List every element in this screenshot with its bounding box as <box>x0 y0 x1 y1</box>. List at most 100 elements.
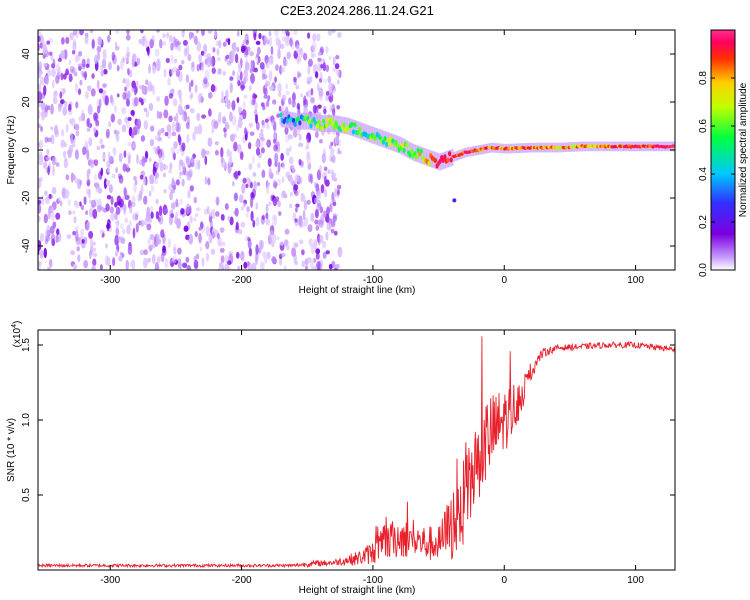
noise-speckle <box>187 190 191 199</box>
noise-speckle <box>111 173 116 179</box>
noise-speckle <box>237 80 241 87</box>
noise-speckle <box>227 260 232 266</box>
noise-speckle <box>179 97 183 106</box>
noise-speckle <box>146 46 150 56</box>
track-cell <box>400 142 404 148</box>
noise-speckle <box>127 90 131 100</box>
noise-speckle <box>328 153 334 163</box>
noise-speckle <box>273 180 278 189</box>
noise-speckle <box>43 85 47 96</box>
noise-speckle <box>195 30 199 34</box>
noise-speckle <box>293 76 297 83</box>
noise-speckle <box>114 45 120 51</box>
noise-speckle <box>253 32 257 41</box>
track-halo <box>359 122 363 140</box>
noise-speckle <box>38 199 42 205</box>
noise-speckle <box>108 184 113 194</box>
noise-speckle <box>133 142 137 149</box>
track-halo <box>340 116 344 134</box>
noise-speckle <box>161 151 165 161</box>
noise-speckle <box>94 54 98 65</box>
noise-speckle <box>62 73 67 80</box>
snr-ticks: -300 -200 -100 0 100 0.5 1.0 1.5 <box>21 330 675 586</box>
noise-speckle <box>261 169 266 178</box>
noise-speckle <box>193 217 197 222</box>
noise-speckle <box>75 201 80 209</box>
noise-speckle <box>75 124 80 131</box>
noise-speckle <box>126 119 130 129</box>
noise-speckle <box>124 194 130 200</box>
noise-speckle <box>182 262 188 268</box>
noise-speckle <box>295 206 298 213</box>
noise-speckle <box>109 94 114 104</box>
noise-speckle <box>149 38 154 49</box>
noise-speckle <box>69 250 75 256</box>
noise-speckle <box>151 253 156 264</box>
noise-speckle <box>242 177 247 184</box>
noise-speckle <box>162 245 167 253</box>
noise-speckle <box>148 174 154 180</box>
noise-speckle <box>50 126 54 131</box>
noise-speckle <box>277 48 281 60</box>
noise-speckle <box>243 68 249 79</box>
noise-speckle <box>331 30 336 34</box>
noise-speckle <box>114 240 119 246</box>
noise-speckle <box>321 58 326 63</box>
noise-speckle <box>244 46 248 56</box>
noise-speckle <box>185 170 190 177</box>
noise-speckle <box>196 112 201 122</box>
noise-speckle <box>133 182 137 193</box>
noise-speckle <box>168 115 173 123</box>
noise-speckle <box>269 229 274 240</box>
noise-speckle <box>80 228 85 237</box>
noise-speckle <box>231 100 236 111</box>
track-halo <box>339 116 342 134</box>
noise-speckle <box>115 30 119 35</box>
noise-speckle <box>325 95 329 102</box>
noise-speckle <box>250 210 254 222</box>
noise-speckle <box>175 179 180 186</box>
noise-speckle <box>291 247 297 257</box>
noise-speckle <box>132 126 138 136</box>
noise-speckle <box>217 68 222 75</box>
noise-speckle <box>149 234 155 241</box>
noise-speckle <box>142 177 147 186</box>
noise-speckle <box>223 131 227 138</box>
noise-speckle <box>326 206 330 216</box>
noise-speckle <box>107 34 111 43</box>
figure-title: C2E3.2024.286.11.24.G21 <box>280 3 434 18</box>
noise-speckle <box>331 103 336 114</box>
noise-speckle <box>157 130 161 137</box>
track-halo <box>345 117 349 135</box>
noise-speckle <box>212 47 216 53</box>
noise-speckle <box>329 104 333 113</box>
noise-speckle <box>186 134 190 144</box>
noise-speckle <box>68 59 72 65</box>
track-cell <box>441 157 445 164</box>
noise-speckle <box>107 151 111 161</box>
noise-speckle <box>189 108 195 114</box>
noise-speckle <box>136 153 139 165</box>
noise-speckle <box>68 73 73 83</box>
noise-speckle <box>323 166 328 171</box>
noise-speckle <box>269 225 275 236</box>
noise-speckle <box>166 128 172 140</box>
noise-speckle <box>320 64 324 69</box>
noise-speckle <box>51 79 55 89</box>
track-halo <box>301 112 304 130</box>
noise-speckle <box>70 117 76 126</box>
track-cell <box>446 157 450 163</box>
noise-speckle <box>329 204 333 213</box>
noise-speckle <box>255 244 259 256</box>
track-cell <box>312 116 316 123</box>
track-cell <box>449 157 453 163</box>
noise-speckle <box>302 52 308 61</box>
noise-speckle <box>138 38 143 45</box>
noise-speckle <box>328 81 333 92</box>
snr-x-tick-label: 0 <box>501 575 507 586</box>
noise-speckle <box>154 48 160 57</box>
noise-speckle <box>298 158 302 166</box>
noise-speckle <box>220 255 225 263</box>
noise-speckle <box>327 30 333 36</box>
noise-speckle <box>287 134 293 140</box>
